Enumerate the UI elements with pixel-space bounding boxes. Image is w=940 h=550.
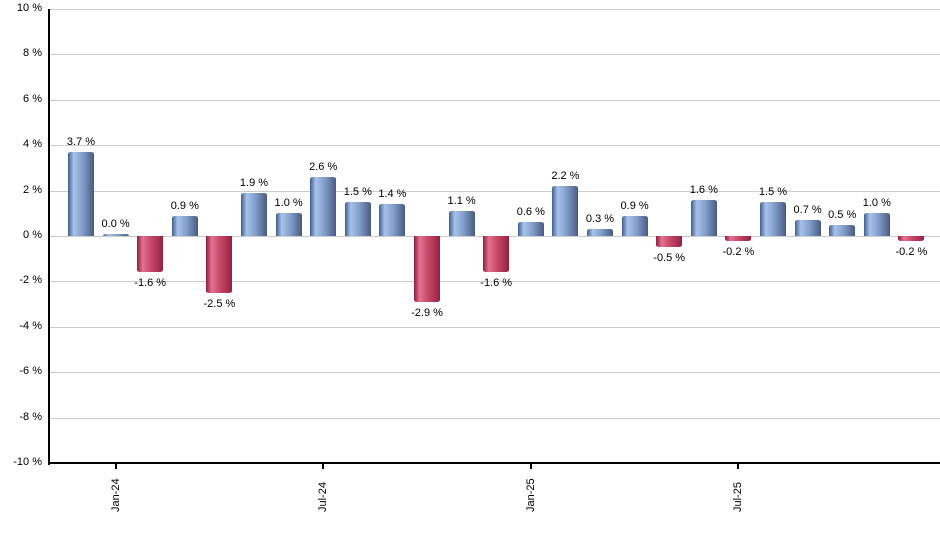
bar <box>517 222 544 236</box>
bar <box>344 201 371 236</box>
x-axis-tick-label: Jan-24 <box>109 478 122 512</box>
bar-value-label: 1.5 % <box>343 185 372 198</box>
x-axis-tick <box>737 464 740 469</box>
bar <box>552 186 579 236</box>
y-axis-tick-label: -2 % <box>19 274 42 286</box>
x-axis-tick-label: Jul-25 <box>732 482 745 512</box>
bar-value-label: 0.7 % <box>793 204 822 217</box>
bar-value-label: -2.5 % <box>203 297 236 310</box>
y-axis-tick-label: 8 % <box>23 47 42 59</box>
gridline <box>50 9 940 10</box>
y-axis-line <box>48 9 50 465</box>
y-axis-tick-label: 10 % <box>16 2 42 14</box>
bar <box>171 215 198 236</box>
bar <box>760 201 786 236</box>
bar-value-label: 1.5 % <box>758 185 788 198</box>
bar-value-label: 1.0 % <box>862 197 891 210</box>
bar-value-label: 0.9 % <box>170 199 199 212</box>
bar <box>379 204 406 236</box>
bar-value-label: 0.5 % <box>828 208 857 221</box>
y-axis-tick-label: 0 % <box>23 229 42 241</box>
bar-value-label: 1.0 % <box>274 197 303 210</box>
bar-value-label: 2.6 % <box>309 160 338 173</box>
x-axis-tick-label: Jan-25 <box>524 478 537 512</box>
bar <box>206 236 233 293</box>
bar <box>725 236 752 241</box>
bar-value-label: 3.7 % <box>66 136 96 148</box>
bar <box>829 224 856 236</box>
y-axis-tick-label: -10 % <box>13 456 42 468</box>
bar <box>275 213 302 236</box>
gridline <box>50 191 940 192</box>
bar-value-label: -0.2 % <box>722 245 755 258</box>
x-axis-line <box>48 462 940 464</box>
x-axis-tick <box>114 464 117 469</box>
y-axis-tick-label: -8 % <box>19 411 42 423</box>
x-axis-tick <box>529 464 532 469</box>
bar-value-label: 2.2 % <box>551 170 580 183</box>
gridline <box>50 327 940 328</box>
y-axis-tick-label: 6 % <box>23 93 42 105</box>
bar-value-label: 1.9 % <box>239 176 269 189</box>
bar-value-label: 0.3 % <box>585 213 615 226</box>
bar <box>310 176 337 236</box>
y-axis-tick-label: -4 % <box>19 320 42 332</box>
bar <box>414 236 440 302</box>
bar-value-label: -2.9 % <box>411 306 443 319</box>
bar-value-label: 0.0 % <box>101 218 130 230</box>
bar-value-label: 1.6 % <box>689 183 718 196</box>
bar <box>137 236 164 273</box>
bar <box>621 215 648 236</box>
gridline <box>50 418 940 419</box>
x-axis-tick-label: Jul-24 <box>317 482 330 512</box>
bar-value-label: -0.2 % <box>895 245 928 258</box>
x-axis-tick <box>322 464 325 469</box>
bar-value-label: 1.1 % <box>447 195 476 208</box>
bar <box>483 236 510 273</box>
y-axis-tick-label: 2 % <box>23 184 42 196</box>
bar <box>898 236 925 241</box>
gridline <box>50 54 940 55</box>
bar <box>102 234 129 236</box>
bar-value-label: 1.4 % <box>378 188 407 201</box>
bar <box>448 211 475 236</box>
bar-value-label: 0.9 % <box>620 199 649 212</box>
y-axis-tick-label: -6 % <box>19 365 42 377</box>
gridline <box>50 145 940 146</box>
gridline <box>50 281 940 282</box>
gridline <box>50 372 940 373</box>
bar-value-label: 0.6 % <box>516 206 545 219</box>
bar <box>241 192 267 236</box>
bar <box>690 199 717 236</box>
bar <box>656 236 683 248</box>
bar <box>863 213 890 236</box>
bar-value-label: -1.6 % <box>480 277 513 290</box>
bar-value-label: -0.5 % <box>653 252 686 265</box>
bar-value-label: -1.6 % <box>134 277 167 290</box>
bar <box>794 220 821 236</box>
bar <box>68 152 94 236</box>
bar <box>587 229 613 236</box>
gridline <box>50 100 940 101</box>
y-axis-tick-label: 4 % <box>23 138 42 150</box>
